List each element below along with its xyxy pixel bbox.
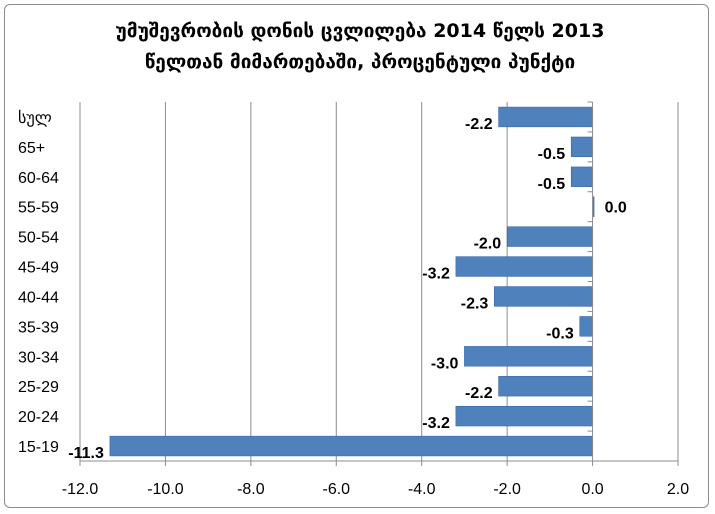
bar — [498, 376, 593, 397]
bar — [579, 316, 593, 337]
gridlines — [79, 102, 679, 461]
bar — [498, 106, 593, 128]
category-label: 35-39 — [18, 319, 59, 336]
category-label: 25-29 — [18, 379, 59, 396]
data-label: -0.3 — [546, 325, 574, 342]
x-tick-label: -12.0 — [62, 481, 99, 498]
category-label: 50-54 — [18, 230, 59, 247]
data-label: 0.0 — [605, 200, 627, 217]
category-label: 55-59 — [18, 200, 59, 217]
category-label: 30-34 — [18, 349, 59, 366]
category-label: სულ — [18, 109, 52, 127]
category-label: 15-19 — [18, 439, 59, 456]
x-tick-label: 0.0 — [581, 481, 603, 498]
data-label: -3.0 — [431, 355, 459, 372]
data-label: -3.2 — [422, 415, 450, 432]
data-label: -2.2 — [465, 385, 493, 402]
data-label: -11.3 — [68, 445, 104, 462]
data-label: -2.0 — [474, 236, 502, 253]
axes — [79, 101, 679, 466]
data-label: -2.3 — [461, 295, 489, 312]
chart-title-line-2: წელთან მიმართებაში, პროცენტული პუნქტი — [144, 51, 576, 73]
bars — [109, 106, 595, 457]
x-tick-label: -10.0 — [147, 481, 184, 498]
bar — [455, 405, 593, 427]
category-label: 45-49 — [18, 260, 59, 277]
bar — [455, 256, 593, 277]
x-tick-label: 2.0 — [667, 481, 689, 498]
bar — [464, 346, 593, 367]
category-label: 65+ — [18, 140, 45, 157]
x-tick-label: -8.0 — [237, 481, 265, 498]
bar — [109, 435, 593, 457]
chart-title-line-1: უმუშევრობის დონის ცვლილება 2014 წელს 201… — [115, 20, 605, 42]
category-label: 60-64 — [18, 170, 59, 187]
bar — [570, 166, 593, 187]
data-label: -0.5 — [538, 176, 566, 193]
data-label: -2.2 — [465, 116, 493, 133]
bar — [570, 136, 593, 158]
bar — [494, 286, 593, 307]
category-label: 40-44 — [18, 289, 59, 306]
x-tick-label: -4.0 — [408, 481, 436, 498]
x-tick-label: -6.0 — [322, 481, 350, 498]
labels: -12.0 -10.0 -8.0 -6.0 -4.0 -2.0 0.0 2.0 სულ -2.2 6… — [18, 109, 689, 498]
data-label: -3.2 — [422, 266, 450, 283]
chart-title: უმუშევრობის დონის ცვლილება 2014 წელს 201… — [60, 16, 660, 78]
bar — [506, 226, 593, 247]
x-tick-label: -2.0 — [493, 481, 521, 498]
category-label: 20-24 — [18, 409, 59, 426]
data-label: -0.5 — [538, 146, 566, 163]
